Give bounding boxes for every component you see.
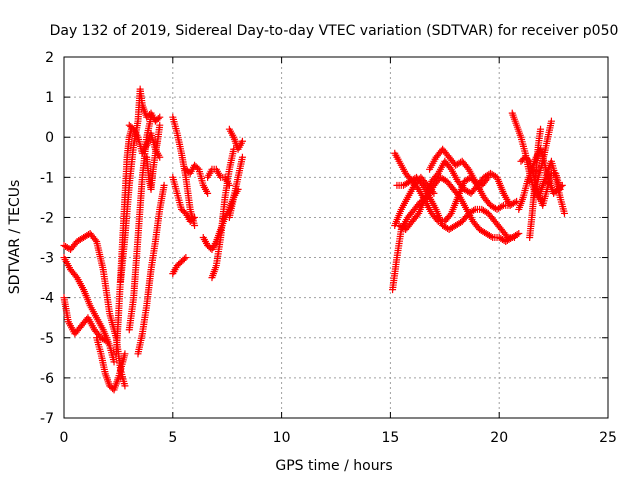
data-point — [446, 164, 454, 172]
data-point — [191, 213, 199, 221]
data-point — [476, 180, 484, 188]
y-tick-label: -6 — [40, 371, 54, 387]
data-point — [503, 232, 511, 240]
data-point — [510, 234, 518, 241]
data-point — [470, 206, 478, 214]
y-tick-label: 1 — [45, 90, 54, 106]
y-tick-label: -4 — [40, 291, 54, 307]
data-point — [238, 153, 246, 161]
x-tick-label: 15 — [381, 430, 399, 446]
x-tick-label: 0 — [60, 430, 69, 446]
x-tick-labels: 0 5 10 15 20 25 — [60, 430, 617, 446]
data-point — [84, 230, 92, 238]
data-point — [556, 185, 564, 193]
data-point — [433, 171, 441, 179]
data-point — [110, 358, 118, 366]
y-tick-label: -5 — [40, 331, 54, 347]
data-point — [72, 272, 80, 280]
data-point — [430, 189, 438, 197]
data-point — [156, 113, 164, 121]
data-point — [547, 117, 555, 125]
data-point — [65, 245, 73, 253]
data-point — [446, 211, 454, 219]
data-point — [511, 198, 519, 206]
data-point — [413, 211, 421, 219]
y-axis-label: SDTVAR / TECUs — [7, 180, 23, 295]
data-point — [537, 125, 545, 133]
data-point — [238, 137, 246, 145]
data-point — [484, 173, 492, 181]
y-tick-labels: 2 1 0 -1 -2 -3 -4 -5 -6 -7 — [40, 50, 54, 427]
x-axis-label: GPS time / hours — [275, 458, 392, 474]
x-tick-label: 5 — [168, 430, 177, 446]
data-point — [498, 202, 506, 210]
x-tick-label: 25 — [599, 430, 617, 446]
data-point — [515, 229, 523, 237]
y-tick-label: -3 — [40, 251, 54, 267]
x-tick-label: 10 — [273, 430, 291, 446]
data-point — [191, 221, 199, 229]
data-point — [147, 113, 155, 121]
axis-ticks — [63, 56, 609, 419]
data-point — [560, 209, 568, 217]
y-tick-label: -1 — [40, 170, 54, 186]
data-point — [457, 158, 465, 166]
y-tick-label: 0 — [45, 130, 54, 146]
data-point — [429, 188, 437, 196]
data-point — [463, 164, 471, 172]
data-point — [180, 255, 188, 263]
data-point — [524, 156, 532, 164]
data-point — [400, 224, 408, 232]
data-point — [204, 189, 212, 197]
data-point — [182, 254, 190, 262]
data-point — [193, 164, 201, 172]
data-point — [487, 232, 495, 240]
data-point — [91, 236, 99, 244]
chart-title: Day 132 of 2019, Sidereal Day-to-day VTE… — [50, 23, 619, 39]
x-tick-label: 20 — [490, 430, 508, 446]
y-tick-label: 2 — [45, 50, 54, 66]
data-point — [154, 115, 162, 123]
y-tick-label: -2 — [40, 210, 54, 226]
data-point — [156, 121, 164, 129]
plot-frame — [63, 56, 609, 419]
grid-lines — [64, 57, 608, 418]
data-point — [189, 215, 197, 223]
data-point — [483, 175, 491, 183]
data-point — [160, 181, 168, 189]
data-point — [506, 201, 514, 209]
data-point — [121, 350, 129, 358]
data-point — [121, 382, 129, 390]
y-tick-label: -7 — [40, 411, 54, 427]
data-point — [465, 188, 473, 196]
data-points — [60, 85, 568, 394]
